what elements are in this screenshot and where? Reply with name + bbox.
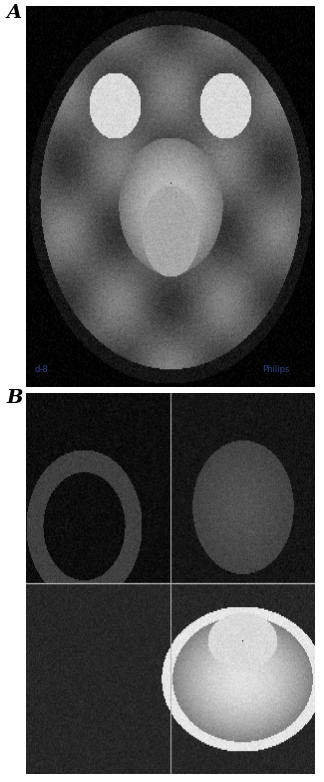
Text: A: A [6, 4, 22, 22]
Text: B: B [6, 389, 23, 407]
Text: d-8: d-8 [35, 365, 48, 374]
Text: Philips: Philips [262, 365, 290, 374]
